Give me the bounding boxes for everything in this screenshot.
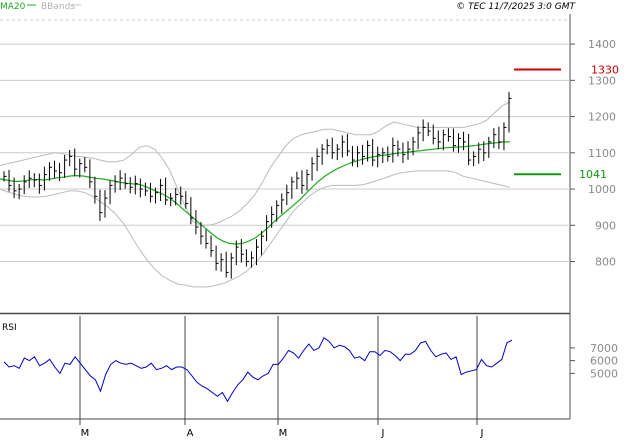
price-tick-label: 900 — [595, 219, 616, 232]
ma20-line — [0, 141, 510, 245]
bbands-legend: BBands — [41, 2, 75, 12]
resistance-level-label: 1330 — [591, 63, 619, 76]
copyright-text: © TEC 11/7/2025 3:0 GMT — [456, 2, 576, 12]
price-tick-label: 1300 — [588, 74, 616, 87]
bband-lower-line — [0, 170, 511, 288]
month-tick-label: A — [187, 428, 194, 439]
header-bar: MA20 BBands © TEC 11/7/2025 3:0 GMT — [0, 2, 577, 12]
support-level-label: 1041 — [579, 168, 607, 181]
ma20-legend: MA20 — [0, 2, 26, 12]
month-tick-label: M — [279, 428, 288, 439]
rsi-title: RSI — [2, 323, 17, 333]
rsi-line — [3, 336, 513, 403]
month-tick-label: M — [81, 428, 90, 439]
month-tick-label: J — [480, 428, 484, 439]
price-tick-label: 1400 — [588, 38, 616, 51]
rsi-tick-label: 7000 — [590, 342, 618, 355]
rsi-tick-label: 5000 — [590, 367, 618, 380]
rsi-tick-label: 6000 — [590, 355, 618, 368]
month-tick-label: J — [381, 428, 385, 439]
price-tick-label: 1200 — [588, 111, 616, 124]
price-tick-label: 800 — [595, 256, 616, 269]
bband-upper-line — [0, 101, 511, 226]
price-tick-label: 1000 — [588, 183, 616, 196]
price-tick-label: 1100 — [588, 147, 616, 160]
